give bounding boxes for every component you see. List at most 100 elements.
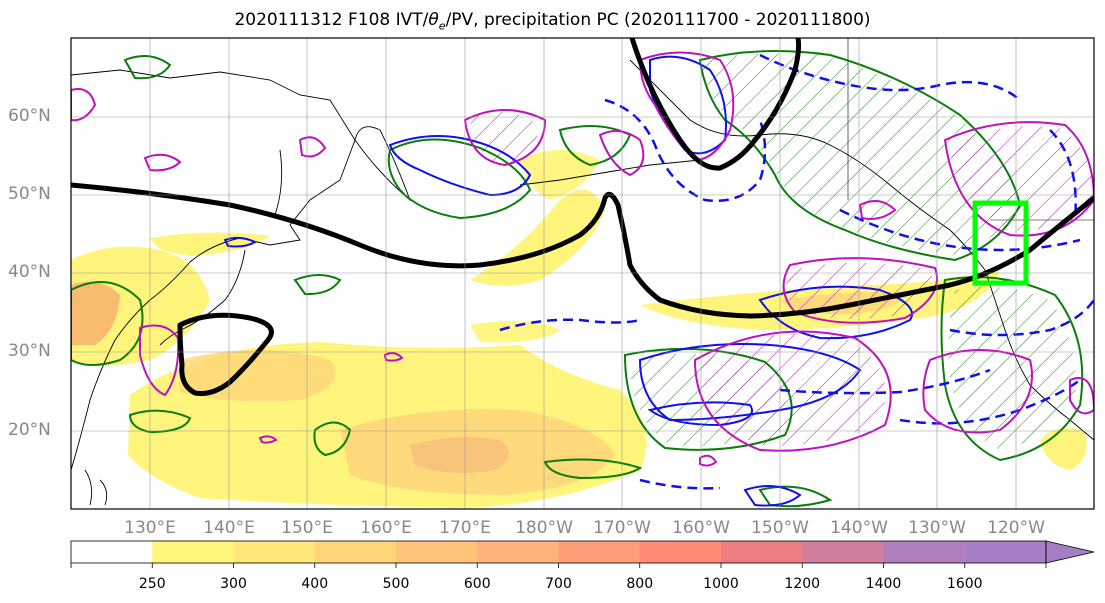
magenta-contour-gulf-small [858,200,897,220]
blue-dashed-subtropical [779,368,991,395]
ivt-area-northeast-plume [520,150,600,200]
coastline-siberia [71,69,356,246]
colorbar-tick-label: 800 [626,576,654,592]
lat-label-60n: 60°N [8,106,51,126]
colorbar-tick-label: 700 [545,576,572,592]
lon-label-170w: 170°W [593,518,651,538]
lon-label-130e: 130°E [124,518,176,538]
magenta-contour-siberia [71,88,97,122]
magenta-contour-midpac [383,352,404,362]
colorbar-tick-label: 1000 [703,576,739,592]
lat-label-50n: 50°N [8,184,51,204]
colorbar-tick-label: 1400 [865,576,902,592]
green-contour-subtropical [623,347,793,451]
pv-contour-alaska-trough [629,38,802,171]
blue-dashed-northeast [759,53,1021,101]
blue-dashed-alaska [604,98,767,202]
coastline-china-korea [71,237,241,471]
lon-label-160e: 160°E [360,518,412,538]
colorbar-tick-label: 250 [138,576,166,592]
colorbar-ticks [70,563,1047,568]
pv-contour-jet [71,182,1094,319]
colorbar-cell [964,541,1047,563]
lon-label-120w: 120°W [987,518,1045,538]
green-contour-west-coast [940,276,1084,462]
colorbar-tick-label: 400 [301,576,329,592]
green-contour-bering [387,138,532,220]
ivt-area-midpac-band [470,321,560,343]
blue-dashed-midpac [499,318,641,332]
theta-dashed-contours [499,53,1094,490]
colorbar-tick-label: 600 [463,576,491,592]
colorbar-cell [314,541,397,563]
precip-pc-contours [71,50,1084,508]
coastline-sakhalin [274,149,283,216]
coastline-aleutians [519,159,701,186]
blue-dashed-west-coast [1049,129,1077,221]
ivt-area-china-core [71,281,120,345]
colorbar-cell [396,541,478,563]
pv-contour-cutoff-low [177,312,274,396]
lat-label-20n: 20°N [8,420,51,440]
ivt-area-core [410,436,509,474]
target-region-box [972,200,1029,286]
magenta-contour-aleutian [598,130,645,177]
map-frame [70,37,1095,510]
green-contour-midpac [293,274,342,296]
blue-contour-central-east [743,485,802,507]
gridlines [71,38,1094,509]
green-contour-siberia [123,55,172,80]
lon-label-170e: 170°E [439,518,491,538]
colorbar-extend-arrow [1045,540,1095,564]
magenta-contour-east [922,349,1033,434]
magenta-contour-okhotsk-small [143,153,182,172]
lon-label-140w: 140°W [830,518,888,538]
magenta-contour-central-south [699,454,718,467]
colorbar [70,540,1095,568]
lon-label-160w: 160°W [672,518,730,538]
magenta-contour-kamchatka-small [298,136,327,158]
coastline-philippines [84,469,108,506]
lon-label-150e: 150°E [281,518,333,538]
blue-contour-subtropical-2 [647,401,753,427]
colorbar-cell [883,541,966,563]
ivt-area-midlat-plume [470,189,605,286]
colorbar-tick-label: 1200 [784,576,821,592]
blue-contour-japan [223,236,258,248]
colorbar-cell [558,541,641,563]
colorbar-cell [721,541,803,563]
lon-label-150w: 150°W [751,518,809,538]
pv-contours [71,38,1094,396]
blue-dashed-south [899,378,1081,425]
colorbar-cells [71,541,1047,563]
green-contour-philippines-sea [128,409,192,434]
colorbar-cell [233,541,316,563]
magenta-contour-jet [782,257,938,324]
green-contour-aleutian [558,125,632,167]
magenta-contour-east-china [139,324,180,397]
green-contour-micronesia [313,421,352,457]
ivt-area-hawaii-south [1040,427,1087,470]
colorbar-cell [802,541,884,563]
lat-label-40n: 40°N [8,262,51,282]
lat-label-30n: 30°N [8,341,51,361]
lon-label-140e: 140°E [203,518,255,538]
colorbar-tick-label: 300 [220,576,247,592]
colorbar-cell [477,541,559,563]
hatch-west-coast-green [948,286,1076,450]
magenta-contour-alaska [638,51,735,162]
lon-label-180w: 180°W [515,518,573,538]
coastline-kamchatka [354,126,412,202]
colorbar-cell [71,541,153,563]
colorbar-tick-label: 1600 [946,576,983,592]
colorbar-cell [152,541,234,563]
colorbar-tick-label: 500 [382,576,410,592]
blue-contour-bering [388,135,532,197]
green-contour-central-east [758,485,833,508]
magenta-contour-west-pac [258,435,278,444]
green-contour-central-south [543,458,643,480]
magenta-contour-subtropical [693,330,892,452]
blue-dashed-central-south [639,478,721,490]
colorbar-cell [639,541,722,563]
